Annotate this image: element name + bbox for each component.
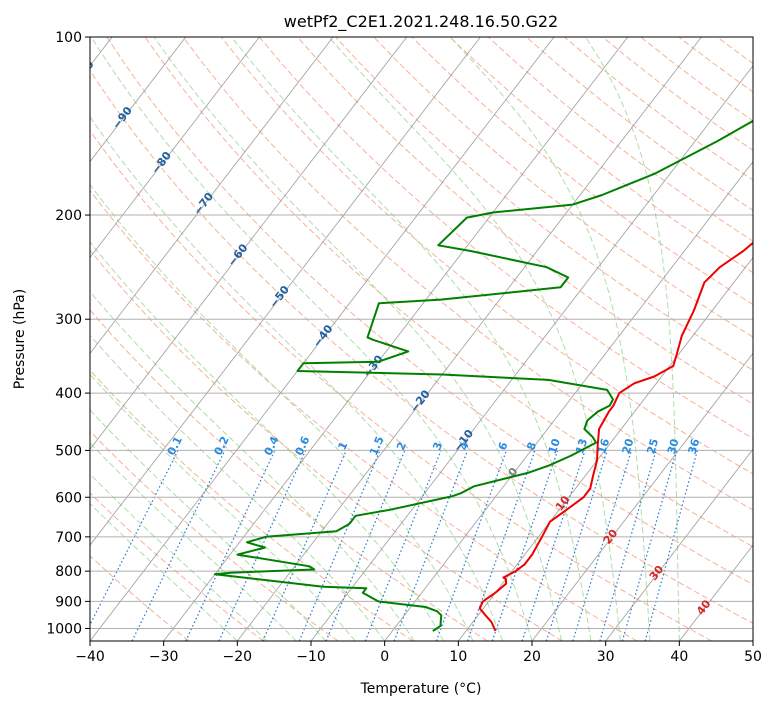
y-tick-label: 500 [55, 443, 82, 459]
isotherms [90, 37, 753, 641]
moist-adiabat-line [153, 37, 562, 641]
mixing-ratio-line [521, 450, 586, 641]
mixing-ratio-line [491, 450, 559, 641]
mixing-ratio-label: 20 [620, 437, 637, 456]
x-tick-label: −40 [75, 649, 105, 665]
y-tick-label: 800 [55, 564, 82, 580]
isotherm-line [236, 37, 702, 641]
moist-adiabat-line [449, 37, 651, 641]
isotherm-line [90, 37, 408, 450]
isotherm-line [531, 352, 753, 641]
isotherm-line [90, 37, 555, 641]
dry-adiabat-line [182, 37, 753, 511]
x-tick-label: 0 [380, 649, 389, 665]
isotherm-line [457, 256, 753, 641]
x-tick-label: −10 [296, 649, 326, 665]
moist-adiabat-line [584, 37, 680, 641]
x-tick-label: 30 [597, 649, 615, 665]
mixing-ratio-label: 16 [595, 437, 612, 456]
mixing-ratio-line [435, 450, 507, 641]
y-tick-label: 100 [55, 30, 82, 46]
y-tick-label: 200 [55, 208, 82, 224]
y-axis-ticks: 1000 900 800 700 600 500 400 300 200 100 [46, 30, 90, 637]
x-axis-ticks: −40 −30 −20 −10 0 10 20 30 40 50 [75, 641, 762, 665]
dry-adiabat-line [90, 189, 638, 641]
dry-adiabat-line [90, 249, 563, 641]
dry-adiabat-line [90, 492, 264, 641]
y-tick-label: 1000 [46, 621, 82, 637]
y-tick-label: 700 [55, 530, 82, 546]
y-tick-label: 600 [55, 490, 82, 506]
mixing-ratio-line [621, 450, 678, 641]
mixing-ratio-line [131, 450, 226, 641]
dry-adiabat-line [90, 309, 488, 641]
mixing-ratio-lines [90, 450, 698, 641]
y-tick-label: 400 [55, 386, 82, 402]
moist-adiabats [90, 37, 680, 641]
mixing-ratio-label: 30 [665, 437, 682, 456]
y-tick-label: 900 [55, 594, 82, 610]
moist-adiabat-line [90, 241, 445, 641]
sounding-series [213, 119, 753, 632]
mixing-ratio-line [599, 450, 657, 641]
mixing-ratio-label: 3 [430, 440, 445, 452]
moist-adiabat-line [90, 473, 268, 641]
isotherm-line [605, 448, 753, 641]
mixing-ratio-label: 6 [496, 440, 511, 452]
moist-adiabat-line [231, 37, 592, 641]
isotherm-line [384, 160, 753, 641]
x-tick-label: −30 [149, 649, 179, 665]
dry-adiabat-line [144, 37, 753, 548]
mixing-ratio-line [572, 450, 632, 641]
mixing-ratio-line [298, 450, 381, 641]
plot-frame [89, 36, 754, 642]
pressure-gridlines [90, 37, 753, 629]
isotherm-line [90, 37, 260, 259]
mixing-ratio-line [262, 450, 347, 641]
x-axis-label: Temperature (°C) [360, 681, 482, 697]
moist-adiabat-line [328, 37, 621, 641]
x-tick-label: −20 [223, 649, 253, 665]
dry-adiabat-line [90, 129, 712, 641]
chart-title: wetPf2_C2E1.2021.248.16.50.G22 [284, 12, 558, 32]
dewpoint-profile-line [213, 119, 753, 632]
dry-adiabat-line [373, 37, 753, 338]
dry-adiabat-line [259, 37, 753, 440]
dry-adiabat-line [90, 69, 753, 624]
y-axis-label: Pressure (hPa) [12, 289, 28, 389]
dry-adiabat-line [90, 430, 339, 641]
isotherm-line [310, 65, 753, 641]
mixing-ratio-line [644, 450, 698, 641]
moist-adiabat-line [90, 37, 533, 641]
x-tick-label: 40 [670, 649, 688, 665]
mixing-ratio-label: 10 [546, 437, 563, 456]
isotherm-line [90, 37, 481, 546]
mixing-ratio-label: 25 [644, 437, 661, 455]
isotherm-line [90, 37, 334, 355]
mixing-ratio-line [466, 450, 536, 641]
mixing-ratio-label: 36 [686, 437, 703, 456]
isotherm-line [90, 37, 187, 163]
mixing-ratio-label: 13 [573, 437, 590, 456]
x-tick-label: 50 [744, 649, 762, 665]
dry-adiabat-line [90, 555, 190, 641]
x-tick-label: 10 [449, 649, 467, 665]
dry-adiabat-line [335, 37, 753, 371]
moist-adiabat-line [90, 502, 238, 641]
y-tick-label: 300 [55, 312, 82, 328]
mixing-ratio-label: 8 [524, 440, 539, 452]
moist-adiabat-line [90, 183, 474, 641]
x-tick-label: 20 [523, 649, 541, 665]
mixing-ratio-line [185, 450, 276, 641]
dry-adiabat-line [106, 37, 753, 586]
temperature-profile-line [478, 241, 753, 632]
mixing-ratio-line [218, 450, 307, 641]
isotherm-line [163, 37, 629, 641]
